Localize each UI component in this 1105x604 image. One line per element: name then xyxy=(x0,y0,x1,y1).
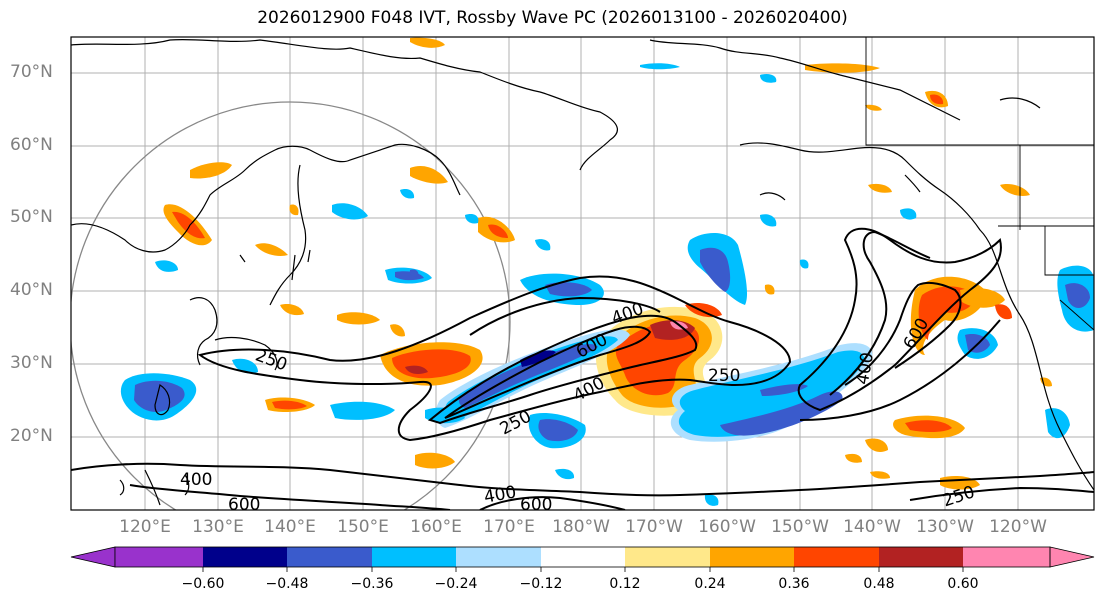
positive-anomaly-patches xyxy=(163,37,1052,490)
lat-label: 30°N xyxy=(10,353,53,373)
colorbar-swatch xyxy=(625,547,710,567)
contour-label: 400 xyxy=(180,470,212,490)
contour-label: 250 xyxy=(708,366,740,386)
borders xyxy=(865,37,1094,331)
lon-label: 120°W xyxy=(989,517,1047,537)
colorbar xyxy=(70,546,1095,572)
colorbar-tick-label: −0.24 xyxy=(434,576,478,592)
reference-circle xyxy=(71,101,511,510)
coastlines xyxy=(71,39,1094,506)
lat-label: 40°N xyxy=(10,280,53,300)
lon-label: 170°W xyxy=(625,517,683,537)
colorbar-swatch xyxy=(879,547,963,567)
lon-label: 150°W xyxy=(771,517,829,537)
lon-label: 130°E xyxy=(192,517,244,537)
colorbar-swatch xyxy=(456,547,541,567)
contour-label: 250 xyxy=(252,345,289,375)
contour-label: 600 xyxy=(228,495,260,515)
colorbar-swatch xyxy=(203,547,287,567)
lon-label: 170°E xyxy=(483,517,535,537)
contour-labels: 250 400 600 250 400 600 250 400 600 400 … xyxy=(180,299,977,515)
contour-label: 600 xyxy=(520,495,552,515)
colorbar-tick-label: 0.24 xyxy=(694,576,726,592)
colorbar-tick-label: −0.60 xyxy=(181,576,225,592)
lon-label: 140°W xyxy=(843,517,901,537)
contour-label: 250 xyxy=(497,407,535,440)
lat-label: 60°N xyxy=(10,135,53,155)
colorbar-tick-label: −0.12 xyxy=(519,576,563,592)
colorbar-extend-low xyxy=(70,546,116,568)
colorbar-swatch xyxy=(372,547,456,567)
colorbar-swatch xyxy=(287,547,372,567)
lon-label: 140°E xyxy=(264,517,316,537)
map-frame xyxy=(70,36,1095,511)
colorbar-tick-label: −0.48 xyxy=(265,576,309,592)
colorbar-swatch xyxy=(115,547,203,567)
colorbar-tick-label: 0.12 xyxy=(609,576,641,592)
lon-label: 160°E xyxy=(410,517,462,537)
lon-label: 130°W xyxy=(916,517,974,537)
contour-label: 400 xyxy=(483,482,518,507)
colorbar-tick-label: 0.48 xyxy=(863,576,895,592)
lat-label: 50°N xyxy=(10,207,53,227)
colorbar-extend-high xyxy=(1049,546,1095,568)
gridlines xyxy=(71,37,1094,510)
map-title: 2026012900 F048 IVT, Rossby Wave PC (202… xyxy=(257,8,848,28)
lon-label: 180°W xyxy=(552,517,610,537)
lat-label: 70°N xyxy=(10,62,53,82)
colorbar-swatch xyxy=(710,547,794,567)
ivt-contours xyxy=(71,227,1094,510)
colorbar-tick-label: 0.60 xyxy=(947,576,979,592)
colorbar-swatch xyxy=(541,547,625,567)
colorbar-swatch xyxy=(963,547,1051,567)
lon-label: 150°E xyxy=(337,517,389,537)
lat-label: 20°N xyxy=(10,426,53,446)
colorbar-tick-label: −0.36 xyxy=(350,576,394,592)
negative-anomaly-patches xyxy=(120,63,1094,506)
colorbar-swatch xyxy=(794,547,879,567)
lon-label: 120°E xyxy=(119,517,171,537)
lon-label: 160°W xyxy=(698,517,756,537)
colorbar-tick-label: 0.36 xyxy=(778,576,810,592)
